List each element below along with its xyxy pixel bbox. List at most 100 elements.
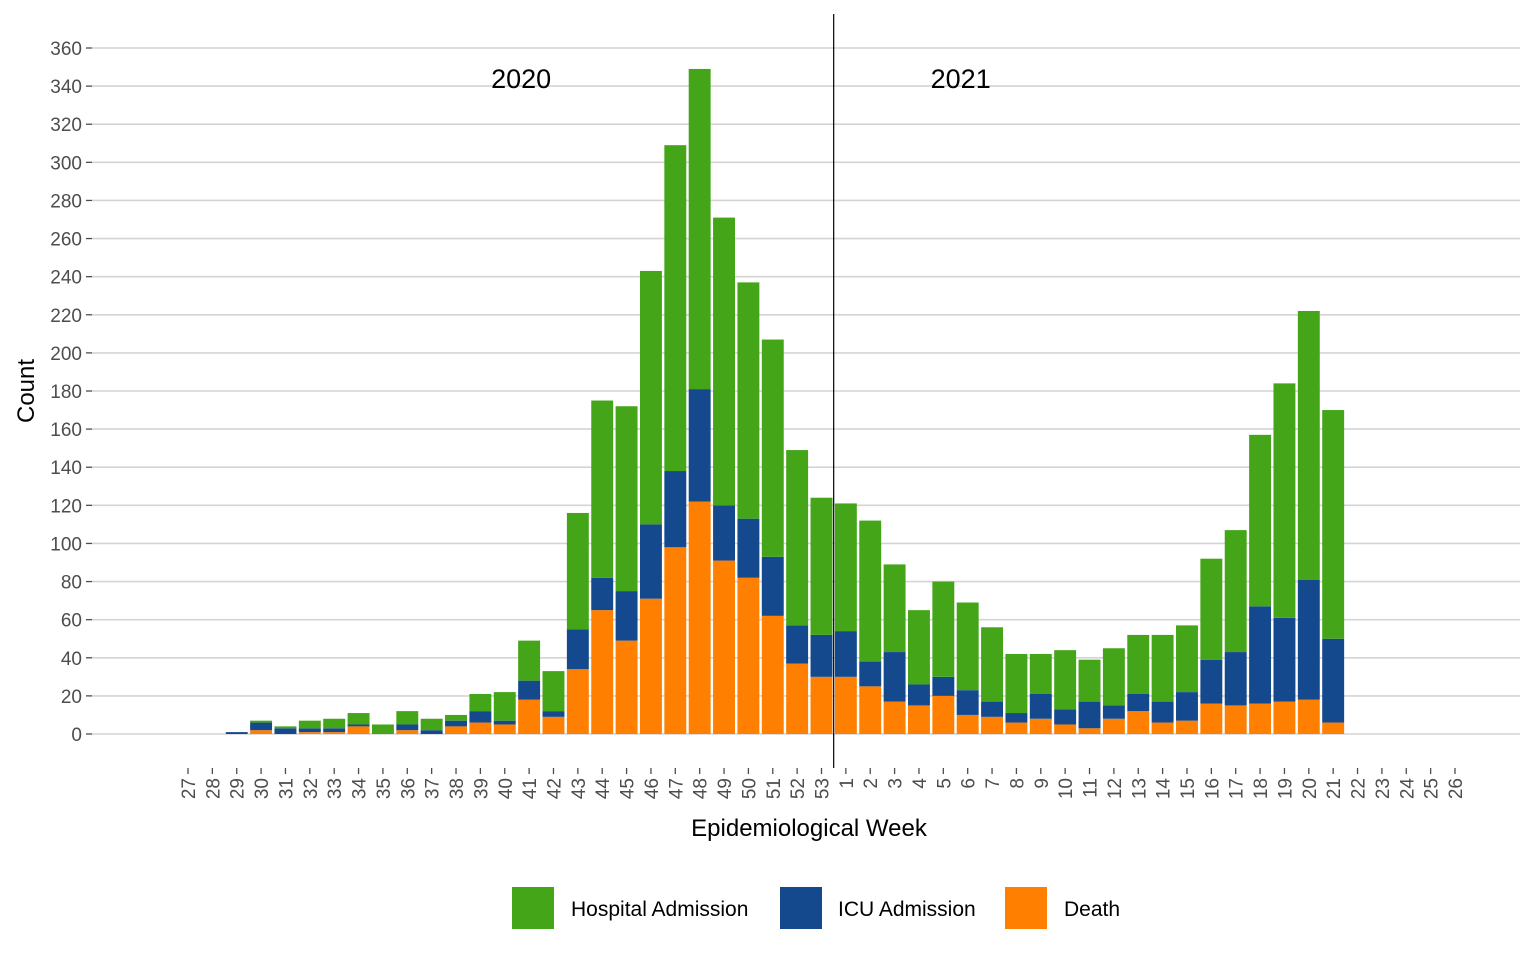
bar-hospital-admission-week-13 <box>1127 634 1150 694</box>
bar-death-week-16 <box>1200 703 1223 734</box>
bar-hospital-admission-week-9 <box>1029 653 1052 694</box>
xtick-label-17: 44 <box>593 778 614 800</box>
bar-hospital-admission-week-6 <box>956 602 979 691</box>
xtick-label-51: 25 <box>1422 778 1443 799</box>
bar-death-week-36 <box>396 730 419 734</box>
xtick-label-12: 39 <box>471 778 492 799</box>
xtick-label-30: 4 <box>910 778 931 789</box>
bar-hospital-admission-week-35 <box>371 724 394 734</box>
ytick-label-180: 180 <box>50 382 82 403</box>
xtick-label-29: 3 <box>886 778 907 789</box>
xtick-label-34: 8 <box>1007 778 1028 789</box>
bar-hospital-admission-week-53 <box>810 497 833 635</box>
bar-hospital-admission-week-4 <box>907 610 930 685</box>
ytick-label-0: 0 <box>71 725 82 746</box>
xtick-label-47: 21 <box>1324 778 1345 799</box>
bar-hospital-admission-week-48 <box>688 68 711 390</box>
xtick-label-0: 27 <box>179 778 200 799</box>
bar-death-week-1 <box>834 676 857 734</box>
legend-swatch-hospital-admission <box>512 887 554 929</box>
bar-hospital-admission-week-11 <box>1078 659 1101 702</box>
bar-icu-admission-week-13 <box>1127 693 1150 712</box>
xtick-label-36: 10 <box>1056 778 1077 799</box>
bar-icu-admission-week-16 <box>1200 659 1223 704</box>
ytick-label-240: 240 <box>50 268 82 289</box>
bar-icu-admission-week-1 <box>834 631 857 677</box>
bar-death-week-18 <box>1249 703 1272 734</box>
bar-death-week-10 <box>1054 724 1077 734</box>
bar-hospital-admission-week-49 <box>713 217 736 506</box>
bar-hospital-admission-week-21 <box>1322 410 1345 639</box>
bar-hospital-admission-week-52 <box>786 450 809 626</box>
xtick-label-13: 40 <box>496 778 517 799</box>
xtick-label-38: 12 <box>1105 778 1126 799</box>
bar-death-week-14 <box>1151 722 1174 734</box>
ytick-label-160: 160 <box>50 420 82 441</box>
bar-hospital-admission-week-38 <box>445 714 467 721</box>
bar-hospital-admission-week-46 <box>639 270 662 525</box>
bar-hospital-admission-week-31 <box>274 726 297 729</box>
bar-death-week-32 <box>298 732 321 734</box>
bar-hospital-admission-week-42 <box>542 671 565 712</box>
bar-death-week-40 <box>493 724 516 734</box>
bar-icu-admission-week-42 <box>542 711 565 717</box>
bar-hospital-admission-week-1 <box>834 503 857 632</box>
bar-death-week-41 <box>518 699 541 734</box>
ytick-label-300: 300 <box>50 153 82 174</box>
bar-death-week-30 <box>250 730 273 734</box>
bar-hospital-admission-week-50 <box>737 282 760 519</box>
xtick-label-1: 28 <box>203 778 224 799</box>
y-axis-ticks: 0 20 40 60 80 100 120 140 160 180 200 220 240 260 280 3… <box>50 39 92 746</box>
bar-icu-admission-week-20 <box>1297 579 1320 700</box>
xtick-label-24: 51 <box>764 778 785 799</box>
xtick-label-14: 41 <box>520 778 541 799</box>
xtick-label-49: 23 <box>1373 778 1394 799</box>
bar-hospital-admission-week-14 <box>1151 634 1174 702</box>
bar-death-week-51 <box>761 615 784 734</box>
bar-icu-admission-week-39 <box>469 711 492 723</box>
xtick-label-2: 29 <box>228 778 249 799</box>
xtick-label-11: 38 <box>447 778 468 799</box>
bar-hospital-admission-week-15 <box>1176 625 1198 693</box>
bar-death-week-8 <box>1005 722 1028 734</box>
legend: Hospital Admission ICU Admission Death <box>512 887 1120 929</box>
bar-icu-admission-week-47 <box>664 471 687 548</box>
bar-hospital-admission-week-39 <box>469 693 492 712</box>
xtick-label-18: 45 <box>618 778 639 799</box>
bar-icu-admission-week-38 <box>445 720 467 727</box>
bar-death-week-4 <box>907 705 930 734</box>
xtick-label-10: 37 <box>423 778 444 799</box>
xtick-label-46: 20 <box>1300 778 1321 799</box>
ytick-label-40: 40 <box>61 649 82 670</box>
xtick-label-3: 30 <box>252 778 273 799</box>
bar-death-week-17 <box>1224 705 1247 734</box>
bar-hospital-admission-week-33 <box>323 718 346 729</box>
bar-death-week-45 <box>615 640 638 734</box>
xtick-label-20: 47 <box>666 778 687 799</box>
bar-hospital-admission-week-12 <box>1102 648 1125 706</box>
ytick-label-260: 260 <box>50 230 82 251</box>
bar-death-week-49 <box>713 560 736 734</box>
bar-death-week-21 <box>1322 722 1345 734</box>
xtick-label-44: 18 <box>1251 778 1272 799</box>
bar-hospital-admission-week-18 <box>1249 434 1272 607</box>
xtick-label-4: 31 <box>276 778 297 799</box>
bar-hospital-admission-week-17 <box>1224 530 1247 653</box>
ytick-label-320: 320 <box>50 115 82 136</box>
y-axis-title: Count <box>13 359 40 423</box>
xtick-label-39: 13 <box>1129 778 1150 799</box>
bar-icu-admission-week-3 <box>883 652 906 702</box>
bar-hospital-admission-week-16 <box>1200 558 1223 660</box>
legend-swatch-death <box>1005 887 1047 929</box>
bar-hospital-admission-week-47 <box>664 145 687 472</box>
bar-hospital-admission-week-41 <box>518 640 541 681</box>
xtick-label-43: 17 <box>1227 778 1248 799</box>
bar-death-week-50 <box>737 577 760 734</box>
xtick-label-48: 22 <box>1349 778 1370 799</box>
bar-icu-admission-week-44 <box>591 577 614 611</box>
xtick-label-37: 11 <box>1081 778 1102 798</box>
bar-icu-admission-week-19 <box>1273 617 1296 702</box>
bar-icu-admission-week-52 <box>786 625 809 664</box>
bar-icu-admission-week-45 <box>615 591 638 641</box>
bar-icu-admission-week-51 <box>761 556 784 616</box>
